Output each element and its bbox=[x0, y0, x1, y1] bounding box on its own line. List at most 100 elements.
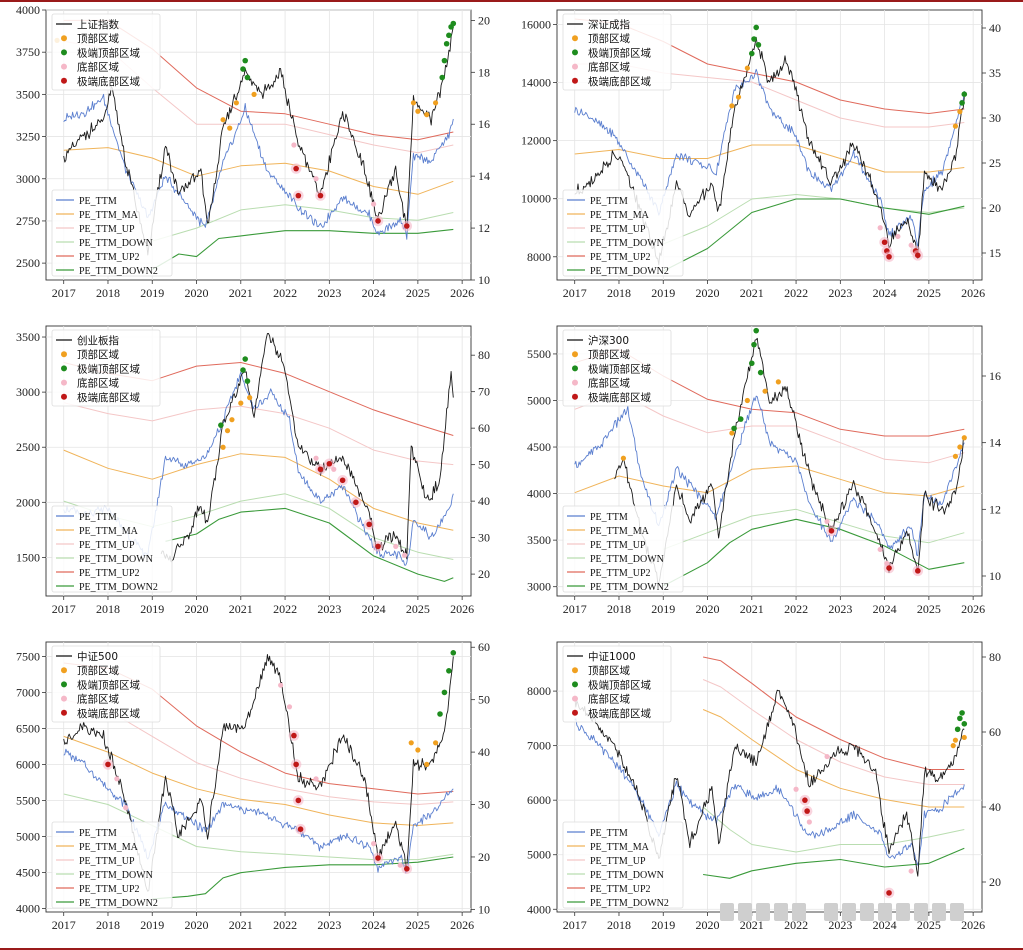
pe-ttm-ma-line bbox=[574, 465, 965, 497]
x-tick-label: 2026 bbox=[961, 286, 985, 300]
bottom-zone-marker bbox=[877, 225, 883, 231]
top-zone-marker bbox=[410, 100, 417, 106]
pe-ttm-up-line bbox=[63, 699, 454, 805]
legend-top-label: 极端底部区域 bbox=[77, 707, 140, 720]
y-right-tick-label: 14 bbox=[478, 169, 490, 183]
x-tick-label: 2023 bbox=[828, 286, 852, 300]
legend-bottom-label: PE_TTM_DOWN bbox=[590, 238, 664, 249]
legend-top-box bbox=[51, 329, 161, 407]
pe-ttm-line bbox=[574, 395, 965, 557]
legend-swatch-dot bbox=[61, 667, 67, 674]
legend-swatch-dot bbox=[572, 365, 578, 372]
x-tick-label: 2021 bbox=[740, 286, 764, 300]
extreme-top-marker bbox=[439, 74, 446, 81]
legend-bottom-label: PE_TTM_UP bbox=[79, 856, 135, 867]
y-right-tick-label: 20 bbox=[989, 201, 1001, 215]
x-tick-label: 2026 bbox=[961, 602, 985, 616]
legend-bottom-label: PE_TTM bbox=[79, 196, 117, 207]
top-zone-marker bbox=[432, 100, 439, 106]
y-right-tick-label: 25 bbox=[989, 156, 1001, 170]
bottom-zone-marker bbox=[114, 776, 120, 782]
legend-swatch-dot bbox=[572, 709, 578, 716]
extreme-bottom-marker bbox=[291, 732, 297, 739]
extreme-bottom-marker bbox=[804, 808, 810, 814]
y-left-tick-label: 7000 bbox=[16, 685, 40, 699]
x-tick-label: 2019 bbox=[651, 602, 675, 616]
top-zone-marker bbox=[775, 379, 781, 385]
plot-area bbox=[63, 650, 457, 900]
x-tick-label: 2023 bbox=[317, 286, 341, 300]
top-zone-marker bbox=[957, 444, 963, 450]
index-line bbox=[63, 26, 454, 256]
extreme-top-marker bbox=[751, 36, 757, 42]
extreme-top-marker bbox=[242, 356, 249, 362]
x-tick-label: 2024 bbox=[362, 918, 386, 932]
x-tick-label: 2020 bbox=[696, 286, 720, 300]
extreme-top-marker bbox=[753, 24, 760, 31]
y-left-tick-label: 7500 bbox=[16, 649, 40, 663]
y-right-tick-label: 60 bbox=[989, 725, 1001, 739]
y-left-tick-label: 14000 bbox=[521, 76, 551, 90]
bottom-zone-marker bbox=[793, 786, 799, 792]
top-zone-marker bbox=[224, 428, 231, 434]
legend-bottom-label: PE_TTM_UP bbox=[590, 856, 646, 867]
y-right-tick-label: 70 bbox=[478, 385, 490, 399]
y-right-tick-label: 50 bbox=[478, 458, 490, 472]
legend-top-label: 顶部区域 bbox=[77, 664, 119, 677]
legend-top-label: 深证成指 bbox=[588, 18, 630, 31]
top-zone-marker bbox=[247, 395, 253, 401]
plot-area bbox=[63, 333, 454, 582]
extreme-bottom-marker bbox=[404, 866, 410, 872]
y-left-tick-label: 12000 bbox=[521, 134, 551, 148]
extreme-bottom-marker bbox=[375, 855, 381, 861]
extreme-top-marker bbox=[731, 425, 737, 432]
chart-panel-chinext: 2017 2018 2019 2020 2021 2022 2023 2024 2025 2026… bbox=[0, 316, 511, 632]
legend-bottom-label: PE_TTM_MA bbox=[590, 842, 650, 853]
bottom-zone-marker bbox=[824, 518, 830, 525]
pe-ttm-down2-line bbox=[152, 856, 454, 900]
legend-top-label: 极端顶部区域 bbox=[588, 46, 651, 59]
extreme-bottom-marker bbox=[915, 252, 921, 259]
legend-top-label: 极端底部区域 bbox=[588, 391, 651, 404]
extreme-bottom-marker bbox=[339, 477, 346, 484]
extreme-bottom-marker bbox=[297, 826, 304, 832]
chart-panel-csi300: 2017 2018 2019 2020 2021 2022 2023 2024 2025 2026… bbox=[511, 316, 1022, 632]
legend-bottom-label: PE_TTM bbox=[79, 828, 117, 839]
x-tick-label: 2017 bbox=[563, 602, 587, 616]
top-zone-marker bbox=[961, 435, 967, 441]
top-zone-marker bbox=[952, 737, 959, 743]
y-left-tick-label: 5500 bbox=[16, 793, 40, 807]
extreme-bottom-marker bbox=[828, 528, 835, 534]
chart-svg: 2017 2018 2019 2020 2021 2022 2023 2024 2025 2026… bbox=[16, 3, 490, 300]
legend-bottom-box bbox=[51, 189, 173, 277]
legend-top-label: 底部区域 bbox=[77, 61, 119, 74]
bottom-border bbox=[0, 948, 1023, 950]
y-left-tick-label: 4500 bbox=[527, 440, 551, 454]
y-right-tick-label: 20 bbox=[478, 850, 490, 864]
y-right-tick-label: 40 bbox=[989, 800, 1001, 814]
legend-top-box bbox=[51, 13, 161, 91]
extreme-top-marker bbox=[757, 369, 764, 376]
bottom-zone-marker bbox=[401, 552, 408, 558]
bottom-zone-marker bbox=[313, 176, 319, 182]
x-tick-label: 2020 bbox=[185, 918, 209, 932]
legend-top-label: 极端顶部区域 bbox=[77, 362, 140, 375]
y-left-tick-label: 3500 bbox=[16, 330, 40, 344]
extreme-top-marker bbox=[441, 689, 448, 696]
legend-bottom-label: PE_TTM_MA bbox=[590, 210, 650, 221]
x-tick-label: 2021 bbox=[229, 286, 253, 300]
x-tick-label: 2017 bbox=[52, 286, 76, 300]
extreme-top-marker bbox=[961, 91, 968, 97]
x-tick-label: 2019 bbox=[140, 286, 164, 300]
bottom-zone-marker bbox=[291, 142, 297, 148]
y-right-tick-label: 16 bbox=[989, 369, 1001, 383]
pe-ttm-up2-line bbox=[702, 656, 965, 770]
x-tick-label: 2022 bbox=[273, 286, 297, 300]
legend-bottom-label: PE_TTM_DOWN2 bbox=[590, 898, 669, 909]
extreme-top-marker bbox=[450, 650, 457, 656]
legend-swatch-dot bbox=[61, 63, 67, 70]
extreme-bottom-marker bbox=[353, 499, 359, 506]
y-left-tick-label: 8000 bbox=[527, 684, 551, 698]
x-tick-label: 2021 bbox=[740, 918, 764, 932]
bottom-zone-marker bbox=[824, 753, 830, 760]
